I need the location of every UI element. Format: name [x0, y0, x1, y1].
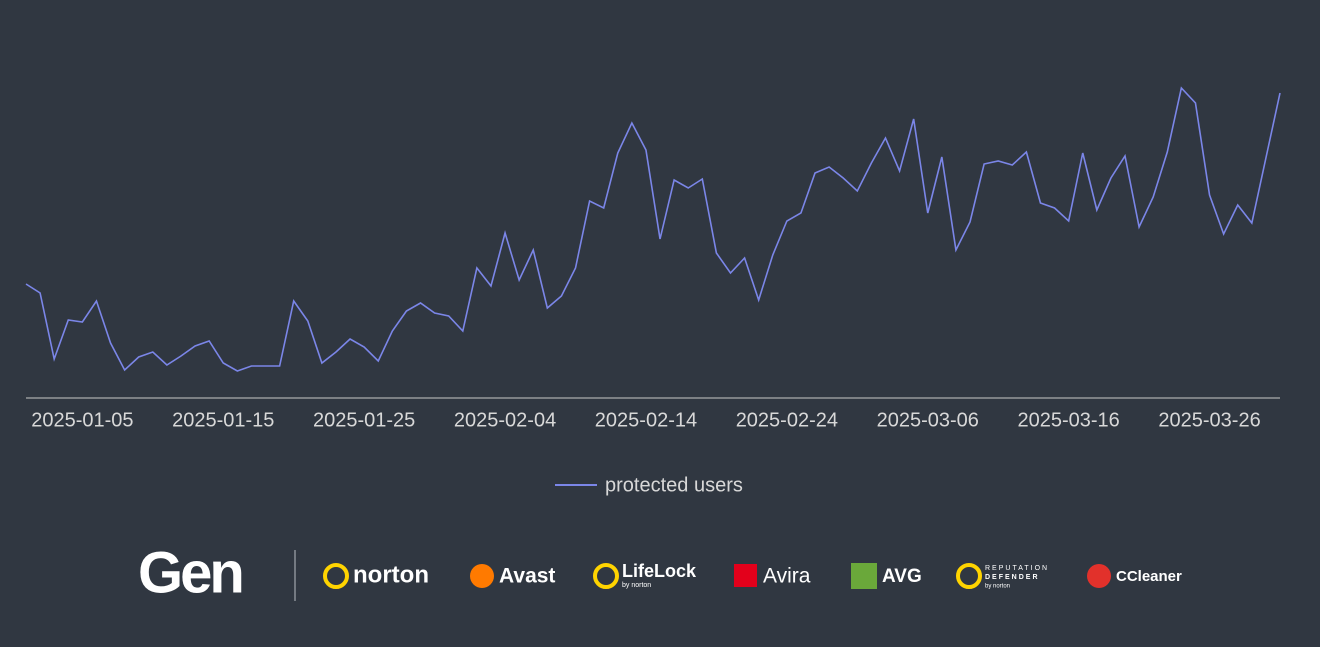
legend-label: protected users	[605, 474, 743, 496]
x-tick-label: 2025-01-05	[31, 409, 133, 431]
lifelock-logo: LifeLock	[622, 561, 697, 581]
x-tick-label: 2025-03-26	[1158, 409, 1260, 431]
x-tick-label: 2025-02-24	[736, 409, 838, 431]
x-tick-label: 2025-01-15	[172, 409, 274, 431]
x-tick-label: 2025-03-06	[877, 409, 979, 431]
avast-icon	[470, 564, 494, 588]
x-tick-label: 2025-03-16	[1017, 409, 1119, 431]
avira-icon	[734, 564, 757, 587]
x-tick-label: 2025-02-14	[595, 409, 697, 431]
norton-logo: norton	[353, 561, 429, 588]
ccleaner-icon	[1087, 564, 1111, 588]
norton-icon	[323, 563, 349, 589]
reputation-logo: REPUTATION	[985, 565, 1049, 572]
x-tick-label: 2025-01-25	[313, 409, 415, 431]
defender-logo: DEFENDER	[985, 574, 1040, 581]
data-line	[25, 86, 1281, 372]
footer-logos: Gen norton Avast LifeLock by norton Avir…	[138, 540, 1182, 605]
lifelock-sub: by norton	[622, 582, 651, 589]
avg-icon	[851, 563, 877, 589]
avast-logo: Avast	[499, 565, 555, 588]
lifelock-icon	[593, 563, 619, 589]
defender-sub: by norton	[985, 584, 1010, 590]
gen-logo: Gen	[138, 540, 242, 605]
avira-logo: Avira	[763, 565, 811, 588]
x-tick-label: 2025-02-04	[454, 409, 556, 431]
avg-logo: AVG	[882, 566, 922, 587]
reputation-icon	[956, 563, 982, 589]
ccleaner-logo: CCleaner	[1116, 568, 1182, 585]
